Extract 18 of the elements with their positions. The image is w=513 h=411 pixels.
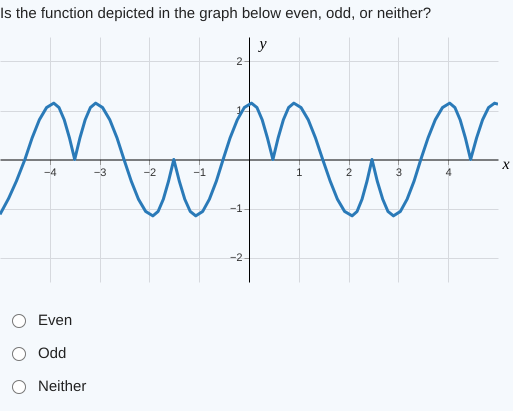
y-axis-title: y — [258, 36, 268, 52]
x-tick-label: 2 — [346, 167, 352, 179]
chart-title: Is the function depicted in the graph below even, odd, or neither? — [0, 5, 432, 22]
x-tick-label: 3 — [396, 167, 402, 179]
y-tick-label: −1 — [230, 203, 242, 215]
y-tick-label: −2 — [230, 252, 242, 264]
x-tick-label: −1 — [193, 167, 206, 179]
x-tick-label: −3 — [94, 167, 106, 179]
text: Neither — [38, 378, 86, 395]
x-axis-title: x — [502, 156, 510, 173]
line-series — [0, 102, 498, 218]
x-tick-label: −2 — [144, 167, 156, 179]
x-tick-label: 1 — [296, 167, 302, 179]
text: Even — [38, 312, 72, 329]
text: Odd — [38, 345, 66, 362]
x-tick-label: 4 — [446, 167, 452, 179]
x-tick-label: −4 — [44, 167, 57, 179]
y-tick-label: 2 — [236, 56, 242, 68]
